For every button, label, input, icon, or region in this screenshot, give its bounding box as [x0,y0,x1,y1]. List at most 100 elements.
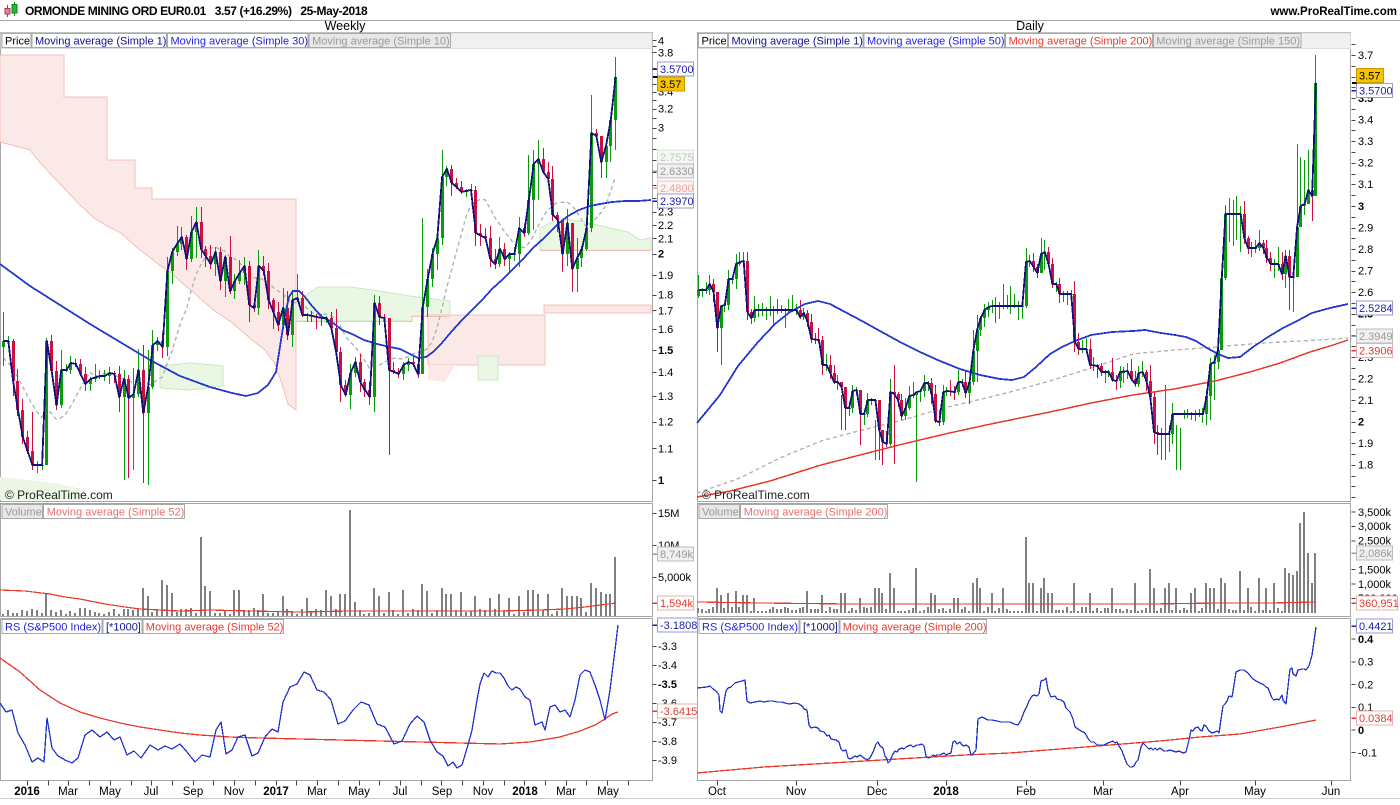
svg-text:Dec: Dec [867,786,888,798]
svg-text:3.1: 3.1 [1358,179,1373,191]
svg-text:Moving average (Simple 200): Moving average (Simple 200) [843,621,987,633]
svg-text:3.4: 3.4 [1358,115,1373,127]
svg-text:5,000k: 5,000k [658,572,692,584]
svg-text:Moving average (Simple 50): Moving average (Simple 50) [867,35,1005,47]
svg-text:RS (S&P500 Index): RS (S&P500 Index) [5,621,101,633]
svg-text:2: 2 [1358,417,1364,429]
svg-text:-3.6415: -3.6415 [660,706,697,718]
svg-text:2.3906: 2.3906 [1359,345,1393,357]
svg-text:0.4: 0.4 [1358,634,1374,646]
svg-text:2.6: 2.6 [1358,287,1373,299]
svg-text:Volume: Volume [5,506,42,518]
svg-text:3.2: 3.2 [1358,158,1373,170]
svg-text:-3.1808: -3.1808 [660,620,697,632]
svg-text:0.3: 0.3 [1358,657,1373,669]
svg-text:Jul: Jul [144,786,159,798]
svg-text:3.5700: 3.5700 [1359,85,1393,97]
svg-text:Daily: Daily [1016,19,1045,33]
svg-text:May: May [348,786,370,798]
svg-text:0.2: 0.2 [1358,679,1373,691]
svg-text:1.7: 1.7 [658,305,673,317]
svg-text:www.ProRealTime.com: www.ProRealTime.com [1269,6,1397,18]
svg-text:May: May [1244,786,1266,798]
svg-text:Jul: Jul [393,786,408,798]
svg-text:2.1: 2.1 [658,233,673,245]
svg-text:-3.7: -3.7 [658,717,677,729]
svg-text:3.57: 3.57 [660,79,681,91]
svg-text:3,500k: 3,500k [1358,507,1392,519]
svg-text:2.6330: 2.6330 [660,166,694,178]
svg-text:3.7: 3.7 [1358,50,1373,62]
svg-text:Price: Price [5,35,30,47]
svg-text:Sep: Sep [183,786,203,798]
svg-text:2018: 2018 [933,786,959,798]
svg-text:1,000k: 1,000k [1358,579,1392,591]
svg-text:-3.3: -3.3 [658,641,677,653]
svg-text:3.2: 3.2 [658,103,673,115]
svg-text:Moving average (Simple 52): Moving average (Simple 52) [146,621,284,633]
svg-text:2.9: 2.9 [1358,222,1373,234]
svg-text:May: May [597,786,619,798]
svg-text:1.8: 1.8 [658,290,673,302]
svg-text:Oct: Oct [708,786,727,798]
svg-text:© ProRealTime.com: © ProRealTime.com [702,488,810,502]
svg-text:1.2: 1.2 [658,416,673,428]
svg-text:Mar: Mar [58,786,78,798]
svg-text:Nov: Nov [224,786,245,798]
svg-text:Moving average (Simple 200): Moving average (Simple 200) [744,506,888,518]
svg-text:Volume: Volume [702,506,739,518]
svg-text:2.4800: 2.4800 [660,183,694,195]
svg-text:2,086k: 2,086k [1359,548,1393,560]
svg-text:1.8: 1.8 [1358,460,1373,472]
svg-text:-3.4: -3.4 [658,660,677,672]
svg-text:2018: 2018 [512,786,538,798]
svg-text:2.3970: 2.3970 [660,196,694,208]
svg-text:1,594k: 1,594k [660,598,694,610]
svg-text:ORMONDE MINING ORD EUR0.01 3: ORMONDE MINING ORD EUR0.01 3.57 (+16.29%… [25,4,368,18]
svg-text:4: 4 [658,35,664,47]
svg-text:1.3: 1.3 [658,391,673,403]
svg-text:0.0384: 0.0384 [1359,713,1393,725]
svg-text:[*1000]: [*1000] [803,621,838,633]
svg-text:2.7575: 2.7575 [660,152,694,164]
svg-text:3.8: 3.8 [658,47,673,59]
svg-text:1.9: 1.9 [1358,438,1373,450]
svg-text:Jun: Jun [1322,786,1341,798]
svg-text:Nov: Nov [473,786,494,798]
svg-text:2017: 2017 [263,786,289,798]
svg-text:Price: Price [702,35,727,47]
svg-text:May: May [99,786,121,798]
svg-text:3: 3 [1358,201,1364,213]
svg-text:2.3949: 2.3949 [1359,331,1393,343]
svg-text:Nov: Nov [786,786,807,798]
svg-text:Feb: Feb [1016,786,1036,798]
svg-text:3.3: 3.3 [1358,136,1373,148]
svg-text:1.5: 1.5 [658,345,673,357]
svg-text:Moving average (Simple 30): Moving average (Simple 30) [171,35,309,47]
svg-text:3,000k: 3,000k [1358,521,1392,533]
svg-text:Moving average (Simple 52): Moving average (Simple 52) [47,506,185,518]
svg-text:2.2: 2.2 [658,220,673,232]
svg-text:360,951: 360,951 [1359,598,1399,610]
svg-text:2.7: 2.7 [1358,266,1373,278]
svg-text:Moving average (Simple 10): Moving average (Simple 10) [312,35,450,47]
svg-text:2: 2 [658,248,664,260]
svg-text:-3.5: -3.5 [658,679,677,691]
svg-text:1.6: 1.6 [658,324,673,336]
svg-text:2,500k: 2,500k [1358,536,1392,548]
svg-text:[*1000]: [*1000] [106,621,141,633]
svg-text:0: 0 [1358,725,1364,737]
svg-text:-0.1: -0.1 [1358,748,1377,760]
svg-text:8,749k: 8,749k [660,549,694,561]
svg-text:© ProRealTime.com: © ProRealTime.com [5,488,113,502]
svg-text:Mar: Mar [307,786,327,798]
svg-text:-3.8: -3.8 [658,736,677,748]
svg-text:Apr: Apr [1171,786,1189,798]
svg-text:Mar: Mar [1093,786,1113,798]
svg-text:3.57: 3.57 [1359,70,1380,82]
svg-text:2016: 2016 [14,786,40,798]
svg-text:RS (S&P500 Index): RS (S&P500 Index) [702,621,798,633]
svg-text:3.5700: 3.5700 [660,64,694,76]
svg-text:Moving average (Simple 150): Moving average (Simple 150) [1156,35,1300,47]
svg-text:1.9: 1.9 [658,270,673,282]
